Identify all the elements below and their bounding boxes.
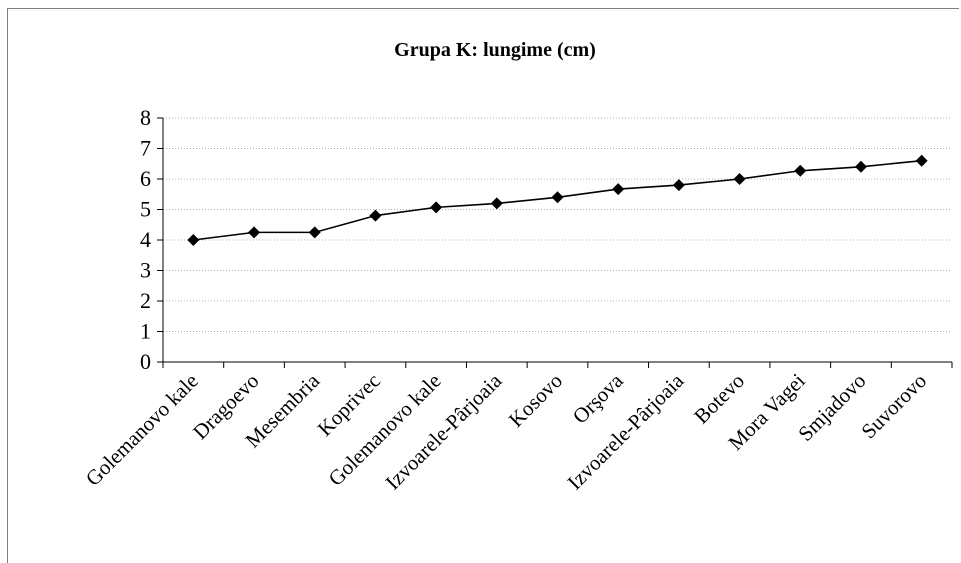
series-layer [187, 154, 928, 246]
data-point-marker [551, 191, 564, 204]
y-tick-label: 6 [140, 166, 151, 191]
y-tick-label: 8 [140, 105, 151, 130]
data-point-marker [490, 197, 503, 210]
x-tick-label: Botevo [689, 369, 749, 429]
data-point-marker [672, 179, 685, 192]
x-tick-label: Suvorovo [856, 369, 931, 444]
chart-title: Grupa K: lungime (cm) [394, 39, 596, 61]
x-tick-labels: Golemanovo kaleDragoevoMesembriaKoprivec… [81, 368, 931, 494]
data-point-marker [854, 160, 867, 173]
data-point-marker [430, 201, 443, 214]
x-tick-label: Golemanovo kale [81, 369, 203, 491]
data-point-marker [794, 164, 807, 177]
data-point-marker [308, 226, 321, 239]
data-point-marker [733, 173, 746, 185]
data-point-marker [248, 226, 261, 239]
x-tick-label: Orşova [568, 368, 628, 428]
y-tick-label: 7 [140, 136, 151, 161]
data-point-marker [187, 234, 200, 246]
y-tick-label: 4 [140, 227, 151, 252]
chart-frame [7, 8, 959, 563]
x-tick-label: Smjadovo [793, 369, 870, 446]
y-tick-label: 0 [140, 349, 151, 374]
axis-layer [157, 117, 953, 368]
y-tick-label: 3 [140, 258, 151, 283]
data-point-marker [915, 154, 928, 167]
data-point-marker [369, 209, 382, 222]
x-tick-label: Kosovo [504, 369, 567, 432]
y-tick-label: 2 [140, 288, 151, 313]
y-tick-labels: 0 1 2 3 4 5 6 7 8 [140, 105, 151, 374]
data-point-marker [612, 183, 625, 196]
y-tick-label: 5 [140, 197, 151, 222]
y-tick-label: 1 [140, 319, 151, 344]
grid-layer [163, 117, 952, 332]
